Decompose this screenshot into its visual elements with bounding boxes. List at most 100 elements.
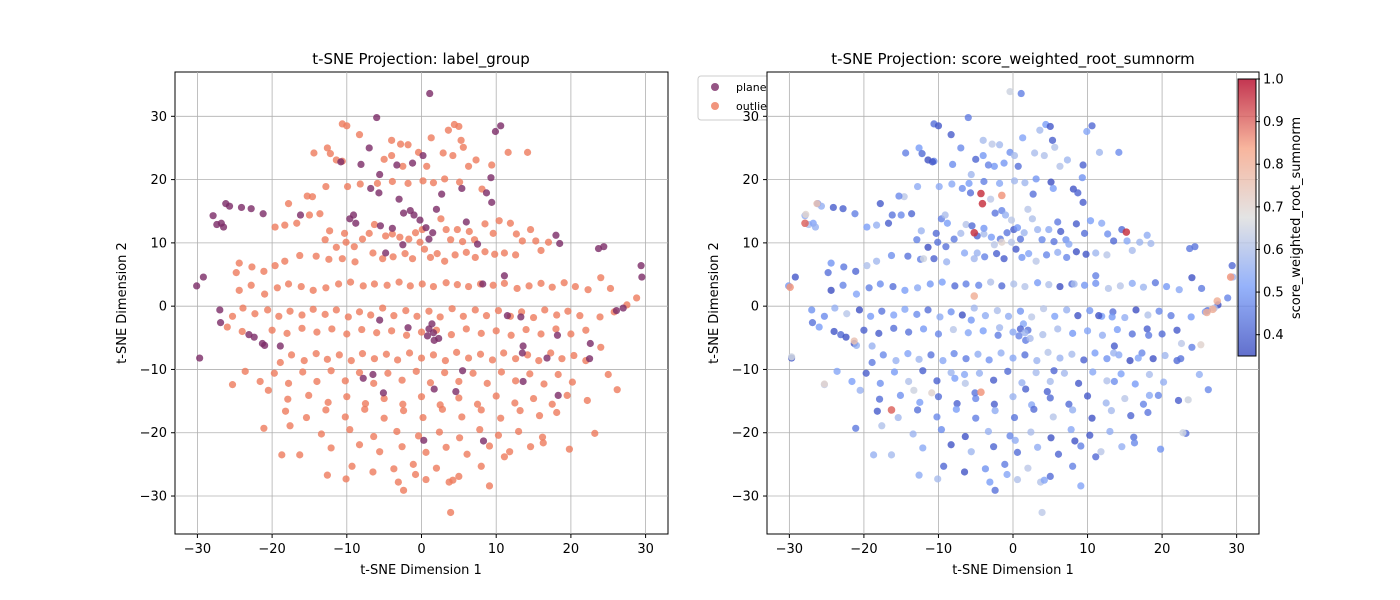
point-score bbox=[995, 141, 1004, 149]
point-outlie bbox=[597, 343, 605, 351]
point-outlie bbox=[284, 395, 292, 403]
point-score bbox=[1097, 448, 1105, 456]
point-outlie bbox=[515, 427, 523, 436]
point-plane bbox=[519, 377, 527, 386]
point-outlie bbox=[344, 313, 352, 321]
point-score bbox=[1032, 257, 1040, 265]
point-score bbox=[1188, 343, 1196, 351]
point-plane bbox=[369, 370, 377, 379]
point-score bbox=[1104, 230, 1112, 238]
point-score bbox=[957, 229, 965, 237]
point-score bbox=[889, 282, 897, 291]
point-score bbox=[1054, 248, 1062, 256]
x-tick-label: 30 bbox=[637, 542, 654, 557]
colorbar-label: score_weighted_root_sumnorm bbox=[1289, 117, 1304, 319]
point-score bbox=[1161, 351, 1169, 360]
point-score bbox=[968, 222, 976, 230]
x-tick-label: −20 bbox=[850, 542, 877, 557]
point-score bbox=[1173, 326, 1181, 334]
point-outlie bbox=[308, 193, 317, 201]
point-score bbox=[913, 406, 922, 414]
point-score bbox=[872, 257, 881, 265]
point-score bbox=[1138, 349, 1146, 357]
point-outlie bbox=[348, 462, 356, 470]
point-score bbox=[868, 342, 876, 350]
points-1 bbox=[193, 89, 646, 517]
point-score bbox=[986, 478, 994, 486]
point-plane bbox=[425, 235, 433, 243]
point-score-high bbox=[998, 191, 1006, 200]
x-tick-label: 10 bbox=[488, 542, 505, 557]
point-score bbox=[984, 427, 993, 436]
point-score bbox=[1118, 443, 1126, 451]
point-score bbox=[1106, 427, 1114, 436]
point-outlie bbox=[324, 398, 332, 406]
point-score bbox=[990, 376, 998, 384]
x-tick-label: 20 bbox=[1154, 542, 1171, 557]
point-score-high bbox=[1213, 297, 1222, 305]
point-score bbox=[1195, 370, 1203, 379]
point-score bbox=[934, 122, 943, 130]
legend: plane outlie bbox=[697, 75, 781, 121]
point-score bbox=[1157, 445, 1165, 453]
x-tick-label: −20 bbox=[258, 542, 285, 557]
point-outlie bbox=[296, 451, 304, 459]
point-plane bbox=[503, 312, 512, 320]
point-outlie bbox=[441, 175, 449, 183]
point-score bbox=[942, 243, 950, 251]
point-plane bbox=[458, 367, 467, 375]
point-outlie bbox=[388, 151, 396, 160]
point-outlie bbox=[462, 325, 470, 333]
point-score bbox=[988, 140, 996, 148]
point-outlie bbox=[423, 162, 431, 170]
point-outlie bbox=[408, 255, 417, 263]
point-score bbox=[1009, 328, 1017, 336]
point-outlie bbox=[416, 238, 424, 246]
point-plane bbox=[416, 216, 424, 224]
point-outlie bbox=[516, 406, 524, 415]
point-score bbox=[980, 224, 988, 232]
point-score bbox=[1049, 413, 1057, 421]
point-outlie bbox=[570, 351, 578, 360]
point-score bbox=[1010, 413, 1019, 422]
point-outlie bbox=[399, 406, 408, 415]
colorbar-tick-label: 0.8 bbox=[1263, 158, 1284, 173]
point-score bbox=[842, 333, 850, 341]
point-score bbox=[1004, 312, 1013, 320]
point-outlie bbox=[512, 251, 520, 259]
point-outlie bbox=[427, 134, 435, 142]
point-score bbox=[1027, 428, 1035, 436]
point-score bbox=[991, 209, 999, 217]
point-score bbox=[1162, 282, 1171, 291]
point-plane bbox=[259, 210, 267, 218]
point-score bbox=[934, 393, 943, 401]
point-outlie bbox=[526, 370, 534, 378]
point-score bbox=[950, 350, 958, 358]
point-outlie bbox=[422, 475, 430, 484]
point-outlie bbox=[376, 448, 384, 456]
point-outlie bbox=[526, 443, 535, 451]
point-score bbox=[1143, 325, 1151, 333]
point-outlie bbox=[422, 448, 430, 456]
point-outlie bbox=[232, 269, 240, 277]
legend-label-outlie: outlie bbox=[736, 100, 767, 113]
point-score bbox=[947, 308, 955, 316]
point-score bbox=[908, 210, 916, 218]
point-score bbox=[887, 251, 896, 260]
point-score bbox=[1046, 122, 1054, 131]
point-outlie bbox=[500, 349, 508, 357]
point-score bbox=[1031, 149, 1039, 157]
point-outlie bbox=[426, 253, 435, 262]
point-outlie bbox=[332, 306, 340, 314]
point-score bbox=[947, 369, 955, 377]
point-score bbox=[991, 406, 999, 415]
x-tick-label: 20 bbox=[563, 542, 580, 557]
point-score bbox=[962, 355, 970, 363]
point-score bbox=[855, 306, 864, 314]
y-tick-label: 30 bbox=[150, 110, 167, 125]
x-tick-label: 10 bbox=[1079, 542, 1096, 557]
point-score bbox=[1033, 356, 1041, 365]
y-tick-label: 10 bbox=[742, 236, 759, 251]
point-score bbox=[1056, 354, 1064, 362]
point-score bbox=[979, 136, 987, 144]
